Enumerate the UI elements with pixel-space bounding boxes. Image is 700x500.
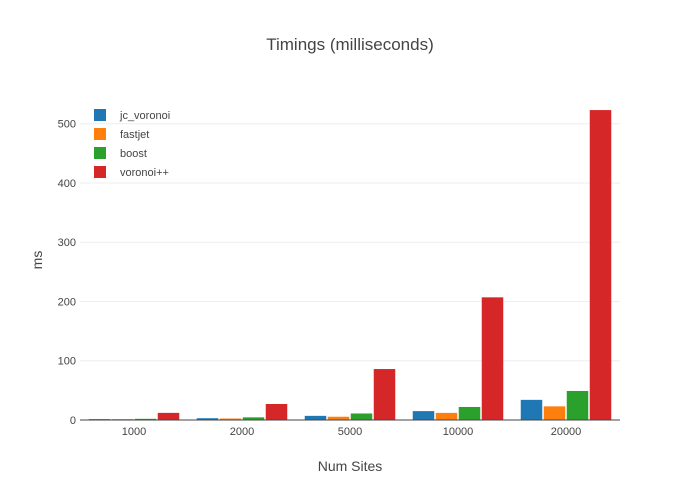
gridlines [80, 123, 620, 362]
x-tick-label: 1000 [122, 426, 146, 438]
x-tick-label: 5000 [338, 426, 362, 438]
bar-boost-1000[interactable] [134, 418, 157, 420]
y-axis-label: ms [29, 251, 45, 270]
bars [88, 110, 612, 421]
bar-jc-voronoi-2000[interactable] [196, 418, 219, 420]
bar-voronoi--1000[interactable] [157, 412, 180, 420]
legend-swatch [94, 109, 106, 121]
bar-boost-10000[interactable] [458, 406, 481, 420]
legend-swatch [94, 128, 106, 140]
legend-item-jc-voronoi[interactable]: jc_voronoi [94, 109, 170, 122]
bar-jc-voronoi-5000[interactable] [304, 415, 327, 420]
bar-boost-2000[interactable] [242, 417, 265, 420]
legend-swatch [94, 166, 106, 178]
y-tick-labels: 0 100 200 300 400 500 [58, 119, 76, 427]
x-tick-label: 2000 [230, 426, 254, 438]
bar-voronoi--20000[interactable] [589, 110, 612, 421]
legend-swatch [94, 147, 106, 159]
chart-title: Timings (milliseconds) [266, 35, 434, 54]
bar-voronoi--5000[interactable] [373, 369, 396, 420]
legend-label: fastjet [120, 129, 149, 141]
x-tick-label: 20000 [551, 426, 582, 438]
bar-fastjet-10000[interactable] [435, 412, 458, 420]
y-tick-label: 100 [58, 356, 76, 368]
y-tick-label: 0 [70, 415, 76, 427]
bar-fastjet-20000[interactable] [543, 406, 566, 420]
legend-label: voronoi++ [120, 167, 169, 179]
legend-item-boost[interactable]: boost [94, 147, 147, 160]
bar-jc-voronoi-10000[interactable] [412, 411, 435, 420]
legend-label: jc_voronoi [119, 110, 170, 122]
x-tick-label: 10000 [443, 426, 474, 438]
bar-voronoi--2000[interactable] [265, 404, 288, 420]
x-tick-labels: 1000 2000 5000 10000 20000 [122, 426, 582, 438]
bar-boost-20000[interactable] [566, 390, 589, 420]
bar-fastjet-2000[interactable] [219, 418, 242, 420]
legend-item-fastjet[interactable]: fastjet [94, 128, 149, 141]
y-tick-label: 200 [58, 296, 76, 308]
bar-boost-5000[interactable] [350, 413, 373, 420]
y-tick-label: 400 [58, 178, 76, 190]
bar-jc-voronoi-20000[interactable] [520, 399, 543, 420]
legend-label: boost [120, 148, 147, 160]
x-axis-label: Num Sites [318, 458, 383, 474]
legend-item-voronoi-[interactable]: voronoi++ [94, 166, 169, 179]
y-tick-label: 500 [58, 119, 76, 131]
y-tick-label: 300 [58, 237, 76, 249]
bar-fastjet-5000[interactable] [327, 416, 350, 420]
bar-voronoi--10000[interactable] [481, 297, 504, 420]
